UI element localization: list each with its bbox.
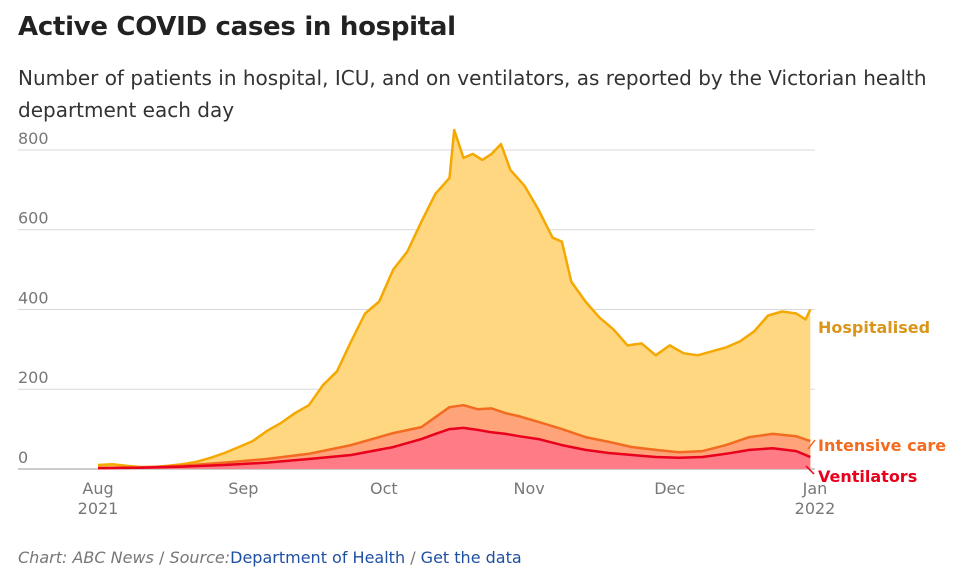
ventilators-area (98, 427, 811, 469)
x-tick-sublabel: 2022 (795, 499, 836, 518)
chart-subtitle: Number of patients in hospital, ICU, and… (18, 66, 927, 122)
x-tick-sublabel: 2021 (78, 499, 119, 518)
ventilators-label: Ventilators (818, 467, 917, 486)
y-tick-label: 0 (18, 448, 28, 467)
series-labels: Hospitalised Intensive care Ventilators (805, 318, 946, 486)
icu-label: Intensive care (818, 436, 946, 455)
source-link[interactable]: Department of Health (230, 548, 406, 567)
icu-line (97, 403, 811, 470)
ventilators-label-tick (805, 465, 815, 475)
x-tick-label: Dec (654, 479, 685, 498)
chart-footer: Chart: ABC News / Source:Department of H… (18, 548, 522, 567)
y-tick-label: 400 (18, 288, 49, 307)
y-tick-label: 600 (18, 209, 49, 228)
hospitalised-label: Hospitalised (818, 318, 930, 337)
ventilators-line (97, 426, 811, 470)
series-areas (98, 130, 811, 469)
x-tick-label: Aug (82, 479, 113, 498)
y-tick-label: 200 (18, 368, 49, 387)
x-tick-label: Sep (228, 479, 258, 498)
x-tick-label: Nov (514, 479, 545, 498)
icu-label-tick (807, 439, 816, 450)
x-tick-label: Jan (802, 479, 828, 498)
hospitalised-line (97, 128, 812, 469)
footer-separator: / (410, 548, 416, 567)
source-label: Source: (169, 548, 231, 567)
get-data-link[interactable]: Get the data (420, 548, 522, 567)
x-tick-label: Oct (370, 479, 398, 498)
chart-credit: Chart: ABC News (18, 548, 154, 567)
chart-title: Active COVID cases in hospital (18, 12, 456, 42)
series-lines (97, 128, 812, 470)
hospitalised-area (98, 130, 811, 469)
footer-separator: / (158, 548, 165, 567)
y-tick-label: 800 (18, 129, 49, 148)
